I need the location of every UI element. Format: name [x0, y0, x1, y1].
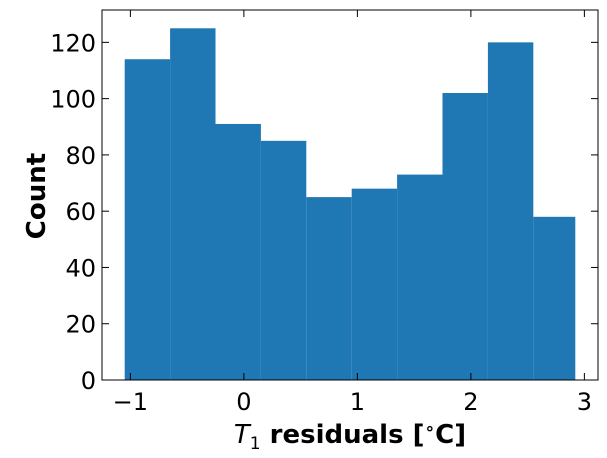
y-tick-label: 100 — [50, 86, 96, 114]
tick-labels-group: −1 0 1 2 3 0 20 40 60 80 100 120 — [50, 29, 592, 416]
histogram-bar — [397, 174, 443, 380]
x-tick-label: −1 — [113, 388, 148, 416]
x-tick-label: 3 — [577, 388, 592, 416]
histogram-bar — [124, 59, 171, 381]
x-tick-label: 0 — [236, 388, 251, 416]
x-axis-label-symbol: T — [234, 420, 252, 450]
y-tick-label: 20 — [65, 311, 96, 339]
histogram-bar — [170, 28, 216, 381]
histogram-bar — [260, 140, 307, 380]
y-tick-label: 40 — [65, 254, 96, 282]
bars-group — [124, 28, 576, 381]
x-tick-label: 2 — [463, 388, 478, 416]
histogram-bar — [533, 216, 576, 380]
histogram-bar — [306, 197, 352, 380]
y-tick-label: 80 — [65, 142, 96, 170]
x-axis-label-subscript: 1 — [250, 434, 261, 454]
x-axis-label: T1 residuals [∘C] — [234, 419, 466, 454]
x-axis-label-text: residuals [ — [261, 420, 425, 450]
histogram-bar — [487, 42, 534, 380]
y-axis-label: Count — [22, 153, 52, 239]
x-axis-label-degree: ∘ — [424, 419, 435, 439]
y-tick-label: 60 — [65, 198, 96, 226]
histogram-bar — [215, 123, 261, 380]
y-tick-label: 120 — [50, 29, 96, 57]
x-axis-label-unit: C] — [435, 420, 466, 450]
plot-frame — [101, 9, 599, 381]
x-tick-label: 1 — [350, 388, 365, 416]
histogram-bar — [351, 188, 398, 380]
histogram-bar — [442, 93, 488, 381]
y-tick-label: 0 — [81, 367, 96, 395]
